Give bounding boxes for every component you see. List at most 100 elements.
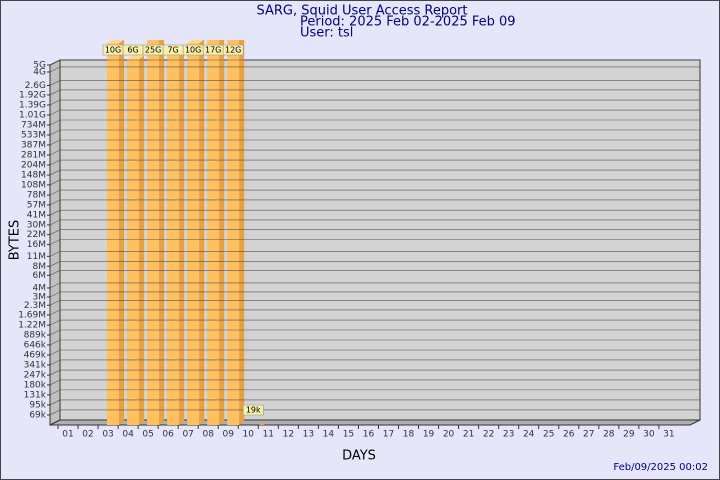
bar xyxy=(127,59,140,425)
bar-side xyxy=(219,40,225,425)
x-tick-label: 30 xyxy=(643,430,655,440)
x-tick-label: 20 xyxy=(443,430,455,440)
y-tick-label: 387M xyxy=(21,141,46,151)
y-tick-label: 204M xyxy=(21,161,46,171)
y-tick-label: 108M xyxy=(21,180,46,190)
value-label: 19k xyxy=(246,406,261,415)
grid-line xyxy=(49,329,61,336)
bar xyxy=(147,40,160,425)
x-tick-label: 12 xyxy=(283,430,294,440)
x-axis-label: DAYS xyxy=(342,449,376,464)
y-tick-label: 2.3M xyxy=(24,301,46,311)
y-tick-label: 1.92G xyxy=(19,90,46,100)
bar-top xyxy=(187,40,204,44)
grid-line xyxy=(49,239,61,245)
grid-line xyxy=(49,282,61,289)
y-tick-label: 69k xyxy=(29,410,46,420)
value-label-box xyxy=(222,44,244,56)
x-tick-label: 31 xyxy=(663,430,674,440)
y-tick-label: 57M xyxy=(27,200,46,210)
value-label: 6G xyxy=(127,46,138,55)
y-tick-label: 30M xyxy=(27,220,46,230)
grid-line xyxy=(49,149,61,156)
grid-line xyxy=(49,300,61,306)
bar xyxy=(107,43,120,425)
value-label-box xyxy=(242,404,264,416)
grid-line xyxy=(49,379,61,386)
value-label: 7G xyxy=(167,46,178,55)
y-tick-label: 3M xyxy=(33,292,47,302)
y-tick-label: 4M xyxy=(33,283,47,293)
grid-line xyxy=(49,189,61,196)
y-tick-label: 5G xyxy=(33,61,46,71)
y-tick-label: 22M xyxy=(27,230,46,240)
x-tick-label: 14 xyxy=(323,430,335,440)
grid-line xyxy=(49,229,61,235)
x-tick-label: 18 xyxy=(403,430,415,440)
y-tick-label: 11M xyxy=(27,252,46,262)
x-tick-label: 07 xyxy=(182,430,193,440)
footer: Feb/09/2025 00:02 xyxy=(613,462,708,473)
y-tick-label: 6M xyxy=(33,271,47,281)
x-tick-label: 03 xyxy=(102,430,113,440)
value-label: 25G xyxy=(145,46,161,55)
x-tick-label: 05 xyxy=(142,430,153,440)
x-tick-label: 23 xyxy=(503,430,514,440)
x-tick-label: 28 xyxy=(603,430,615,440)
y-tick-label: 734M xyxy=(21,120,46,130)
y-tick-label: 646k xyxy=(24,340,47,350)
grid-line xyxy=(49,291,61,298)
grid-line xyxy=(49,359,61,366)
y-tick-label: 4G xyxy=(33,67,46,77)
grid-line xyxy=(49,399,61,406)
y-tick-label: 533M xyxy=(21,131,46,141)
grid-line xyxy=(49,209,61,216)
subtitle: Period: 2025 Feb 02-2025 Feb 09 xyxy=(300,15,516,30)
y-tick-label: 1.39G xyxy=(19,101,46,111)
y-tick-label: 148M xyxy=(21,171,46,181)
bar-side xyxy=(199,40,205,425)
y-tick-label: 1.01G xyxy=(19,111,46,121)
bar-top xyxy=(127,55,145,60)
bar-side xyxy=(259,421,265,425)
x-tick-label: 27 xyxy=(583,430,594,440)
bar xyxy=(227,40,240,425)
grid-line xyxy=(49,89,61,96)
bar xyxy=(187,43,200,425)
y-tick-label: 341k xyxy=(24,360,47,370)
grid-line xyxy=(49,66,61,73)
grid-line xyxy=(49,339,61,346)
x-tick-label: 21 xyxy=(463,430,474,440)
bar-side xyxy=(179,50,185,425)
y-tick-label: 281M xyxy=(21,151,46,161)
y-tick-label: 247k xyxy=(24,371,47,381)
x-tick-label: 02 xyxy=(82,430,93,440)
y-tick-label: 889k xyxy=(24,331,47,341)
x-tick-label: 24 xyxy=(523,430,535,440)
grid-line xyxy=(49,389,61,396)
grid-line xyxy=(49,129,61,136)
user: User: tsl xyxy=(300,26,353,41)
grid-line xyxy=(49,309,61,316)
grid-line xyxy=(49,99,61,106)
y-tick-label: 41M xyxy=(27,211,46,221)
y-tick-label: 1.22M xyxy=(18,321,46,331)
x-tick-label: 10 xyxy=(243,430,255,440)
y-tick-label: 78M xyxy=(27,191,46,201)
grid-line xyxy=(49,59,61,66)
x-tick-label: 13 xyxy=(303,430,314,440)
x-tick-label: 04 xyxy=(122,430,134,440)
y-tick-label: 469k xyxy=(24,351,47,361)
chart-title: SARG, Squid User Access Report xyxy=(257,4,468,19)
x-tick-label: 25 xyxy=(543,430,554,440)
grid-line xyxy=(49,199,61,206)
grid-line xyxy=(49,409,61,416)
x-tick-label: 15 xyxy=(343,430,354,440)
grid-line xyxy=(49,319,61,326)
grid-line xyxy=(49,261,61,267)
x-tick-label: 09 xyxy=(223,430,235,440)
x-tick-label: 22 xyxy=(483,430,494,440)
grid-line xyxy=(49,139,61,146)
bar-side xyxy=(159,40,165,425)
